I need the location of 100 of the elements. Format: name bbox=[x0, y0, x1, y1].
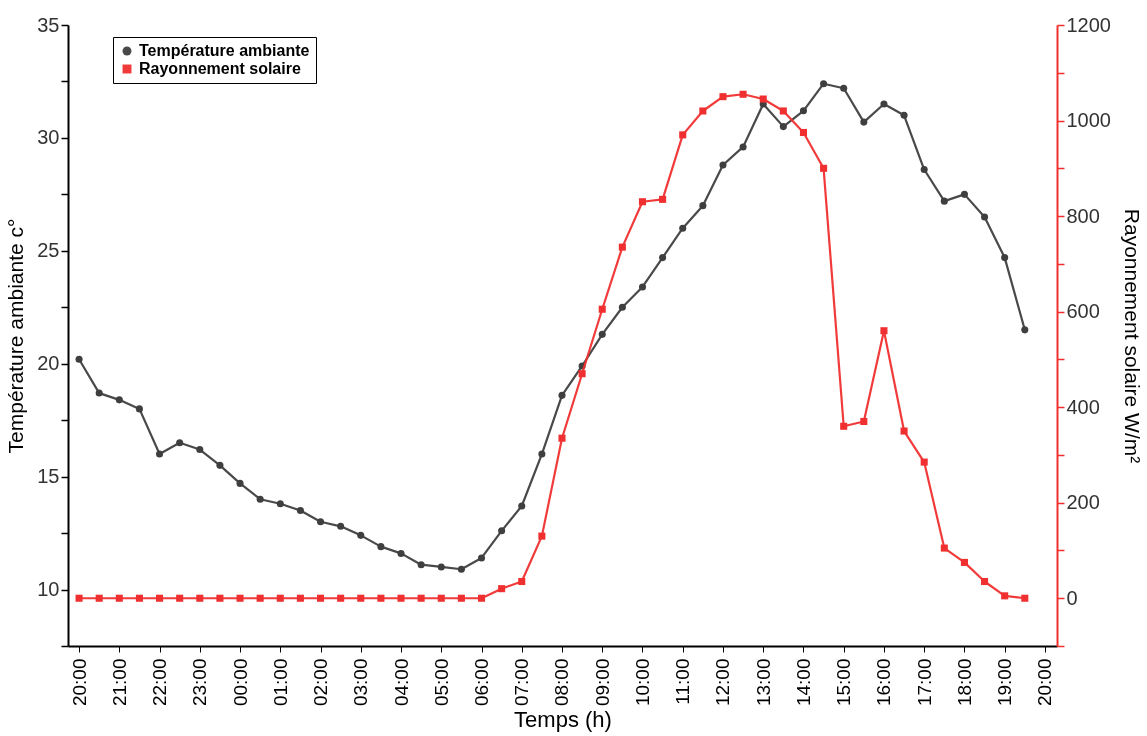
point bbox=[578, 370, 586, 378]
x-tick-label: 22:00 bbox=[149, 658, 171, 707]
point bbox=[417, 561, 425, 569]
y2-tick-label: 0 bbox=[1066, 586, 1078, 609]
point bbox=[216, 594, 224, 602]
point bbox=[900, 111, 908, 119]
point bbox=[1001, 592, 1009, 600]
point bbox=[699, 107, 707, 115]
point bbox=[538, 450, 546, 458]
point bbox=[115, 594, 123, 602]
point bbox=[538, 532, 546, 540]
point bbox=[659, 195, 667, 203]
point bbox=[1021, 326, 1029, 334]
y2-tick-label: 1200 bbox=[1066, 13, 1111, 36]
point bbox=[960, 558, 968, 566]
x-tick-label: 14:00 bbox=[792, 658, 814, 707]
x-tick-label: 10:00 bbox=[631, 658, 653, 707]
y-axis-title: Température ambiante c° bbox=[4, 218, 28, 454]
x-tick-label: 20:00 bbox=[68, 658, 90, 707]
point bbox=[659, 254, 667, 262]
y-tick-label: 35 bbox=[37, 13, 60, 36]
point bbox=[256, 594, 264, 602]
point bbox=[1001, 254, 1009, 262]
point bbox=[417, 594, 425, 602]
x-tick-label: 05:00 bbox=[430, 658, 452, 707]
point bbox=[820, 164, 828, 172]
x-tick-label: 16:00 bbox=[873, 658, 895, 707]
point bbox=[779, 107, 787, 115]
legend-label: Rayonnement solaire bbox=[139, 60, 301, 77]
point bbox=[699, 202, 707, 210]
point bbox=[498, 527, 506, 535]
y-tick-label: 15 bbox=[37, 465, 60, 488]
y-tick-label: 25 bbox=[37, 239, 60, 262]
x-tick-label: 19:00 bbox=[994, 658, 1016, 707]
point bbox=[95, 389, 103, 397]
point bbox=[95, 594, 103, 602]
point bbox=[860, 118, 868, 126]
point bbox=[840, 84, 848, 92]
point bbox=[156, 450, 164, 458]
x-tick-label: 15:00 bbox=[833, 658, 855, 707]
point bbox=[598, 330, 606, 338]
y-tick-label: 30 bbox=[37, 126, 60, 149]
point bbox=[638, 283, 647, 291]
point bbox=[457, 565, 465, 573]
point bbox=[940, 544, 948, 552]
y-tick-label: 20 bbox=[37, 352, 60, 375]
x-tick-label: 01:00 bbox=[269, 658, 291, 707]
y2-tick-label: 200 bbox=[1066, 491, 1100, 514]
point bbox=[518, 502, 526, 510]
point bbox=[296, 594, 304, 602]
point bbox=[236, 479, 244, 487]
point bbox=[498, 585, 506, 593]
point bbox=[860, 417, 868, 426]
point bbox=[920, 458, 928, 466]
x-tick-label: 00:00 bbox=[229, 658, 251, 707]
point bbox=[176, 439, 184, 447]
point bbox=[739, 90, 747, 98]
point bbox=[437, 563, 445, 571]
point bbox=[135, 405, 143, 413]
point bbox=[679, 131, 687, 139]
point bbox=[156, 594, 164, 602]
point bbox=[377, 594, 385, 602]
point bbox=[276, 500, 284, 508]
y2-tick-label: 800 bbox=[1066, 204, 1100, 227]
x-tick-label: 13:00 bbox=[752, 658, 774, 707]
point bbox=[719, 93, 727, 101]
x-tick-label: 04:00 bbox=[390, 658, 412, 707]
legend-label: Température ambiante bbox=[139, 42, 310, 59]
y2-tick-label: 1000 bbox=[1066, 109, 1111, 132]
point bbox=[357, 531, 365, 539]
point bbox=[799, 128, 807, 137]
point bbox=[397, 549, 405, 557]
point bbox=[719, 161, 727, 169]
point bbox=[75, 355, 83, 363]
x-tick-label: 23:00 bbox=[189, 658, 211, 707]
y2-tick-label: 600 bbox=[1066, 300, 1100, 323]
point bbox=[618, 243, 626, 251]
point bbox=[75, 594, 83, 602]
point bbox=[317, 594, 325, 602]
point bbox=[196, 594, 204, 602]
point bbox=[920, 165, 928, 174]
point bbox=[518, 577, 526, 586]
point bbox=[216, 461, 224, 469]
point bbox=[759, 95, 767, 103]
x-tick-label: 20:00 bbox=[1034, 658, 1056, 707]
point bbox=[981, 213, 989, 221]
point bbox=[115, 396, 123, 404]
x-tick-label: 03:00 bbox=[350, 658, 372, 707]
point bbox=[176, 594, 184, 602]
point bbox=[457, 594, 465, 602]
x-tick-label: 17:00 bbox=[913, 658, 935, 707]
point bbox=[960, 190, 968, 198]
x-tick-label: 21:00 bbox=[108, 658, 130, 707]
point bbox=[900, 427, 908, 435]
point bbox=[981, 577, 989, 586]
x-axis-title: Temps (h) bbox=[514, 707, 612, 733]
point bbox=[840, 422, 848, 430]
point bbox=[357, 594, 365, 602]
point bbox=[135, 594, 143, 602]
point bbox=[940, 197, 948, 205]
